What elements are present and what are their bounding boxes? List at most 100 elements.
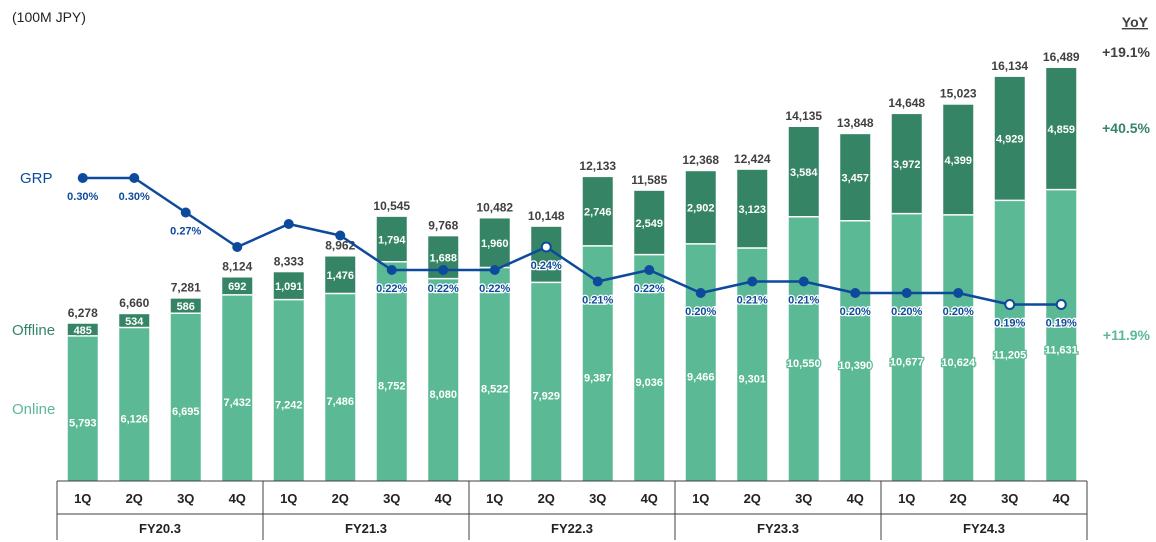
grp-point	[77, 173, 88, 183]
fiscal-year-label: FY23.3	[757, 521, 799, 536]
online-bar	[273, 299, 304, 481]
grp-point	[180, 207, 191, 218]
quarter-tick-label: 1Q	[898, 491, 915, 506]
fiscal-year-label: FY21.3	[345, 521, 387, 536]
grp-point	[592, 276, 603, 287]
online-value-label: 9,466	[687, 371, 715, 383]
offline-bar	[737, 169, 768, 249]
online-bar	[685, 243, 716, 481]
online-value-label: 8,522	[481, 383, 509, 395]
online-value-label: 9,387	[584, 372, 612, 384]
offline-bar	[119, 314, 150, 328]
grp-value-label: 0.21%	[737, 295, 768, 307]
total-value-label: 13,848	[837, 116, 874, 130]
offline-bar	[582, 177, 613, 246]
grp-value-label: 0.30%	[67, 191, 98, 203]
quarter-tick-label: 3Q	[177, 491, 194, 506]
online-value-label: 7,486	[326, 396, 354, 408]
grp-value-label: 0.21%	[788, 295, 819, 307]
segment-labels: 5,793 485 6,126 534 6,695 586 7,432 692 7,242 1,0…	[68, 123, 1079, 431]
total-value-label: 10,148	[528, 209, 565, 223]
offline-value-label: 1,091	[275, 281, 303, 293]
offline-value-label: 4,399	[944, 155, 972, 167]
total-value-label: 10,545	[373, 199, 410, 213]
online-bar	[737, 248, 768, 481]
total-value-label: 6,278	[68, 306, 98, 320]
quarter-tick-label: 3Q	[383, 491, 400, 506]
total-value-label: 12,424	[734, 152, 771, 166]
grp-point	[386, 265, 397, 275]
grp-value-label: 0.20%	[891, 306, 922, 318]
offline-bar	[376, 216, 407, 262]
online-bar	[1046, 189, 1077, 481]
total-value-label: 8,333	[274, 254, 304, 268]
offline-value-label: 1,960	[481, 238, 509, 250]
fiscal-year-label: FY24.3	[963, 521, 1005, 536]
quarter-tick-label: 3Q	[589, 491, 606, 506]
online-value-label: 10,390	[838, 360, 872, 372]
offline-value-label: 4,929	[996, 134, 1024, 146]
fiscal-year-label: FY20.3	[139, 521, 181, 536]
offline-value-label: 534	[125, 316, 144, 328]
online-bars	[67, 189, 1077, 481]
grp-point	[1055, 299, 1067, 310]
offline-value-label: 1,476	[326, 270, 354, 282]
offline-value-label: 2,746	[584, 206, 612, 218]
total-value-label: 12,133	[579, 159, 616, 173]
online-bar	[479, 267, 510, 481]
grp-point	[489, 265, 500, 275]
online-value-label: 6,695	[172, 406, 200, 418]
grp-point	[747, 276, 758, 287]
offline-bar	[273, 272, 304, 300]
grp-value-label: 0.22%	[479, 283, 510, 295]
offline-value-label: 485	[74, 325, 92, 337]
online-bar	[531, 282, 562, 481]
grp-point	[335, 230, 346, 241]
fiscal-year-label: FY22.3	[551, 521, 593, 536]
grp-value-label: 0.20%	[943, 306, 974, 318]
offline-bar	[325, 256, 356, 294]
legend-grp: GRP	[20, 170, 53, 187]
online-value-label: 9,301	[738, 374, 766, 386]
grp-point	[953, 288, 964, 298]
offline-bar	[685, 171, 716, 244]
quarter-tick-label: 1Q	[486, 491, 503, 506]
offline-bars	[67, 67, 1077, 337]
online-bar	[325, 293, 356, 481]
yoy-total: +19.1%	[1102, 44, 1150, 60]
total-value-label: 6,660	[119, 296, 149, 310]
online-bar	[428, 278, 459, 481]
online-value-label: 5,793	[69, 417, 97, 429]
legend-offline: Offline	[12, 322, 55, 339]
offline-value-label: 3,584	[790, 167, 818, 179]
yoy-online: +11.9%	[1103, 327, 1151, 343]
total-value-label: 7,281	[171, 281, 201, 295]
grp-line	[82, 176, 1062, 306]
unit-label: (100M JPY)	[12, 9, 86, 25]
grp-value-label: 0.19%	[1046, 318, 1077, 330]
online-value-label: 6,126	[120, 413, 148, 425]
total-labels: 6,278 6,660 7,281 8,124 8,333 8,962 10,545 9,76…	[68, 50, 1080, 320]
quarter-tick-label: 4Q	[847, 491, 864, 506]
yoy-title: YoY	[1122, 14, 1149, 30]
total-value-label: 12,368	[682, 153, 719, 167]
offline-bar	[170, 298, 201, 314]
online-bar	[994, 200, 1025, 481]
online-bar	[67, 335, 98, 481]
online-bar	[840, 220, 871, 481]
grp-point	[283, 219, 294, 229]
offline-value-label: 1,794	[378, 234, 406, 246]
grp-value-label: 0.20%	[685, 306, 716, 318]
grp-point	[438, 265, 449, 275]
grp-point	[695, 288, 706, 298]
total-value-label: 14,135	[785, 109, 822, 123]
online-value-label: 7,929	[532, 391, 560, 403]
online-bar	[119, 327, 150, 481]
total-value-label: 14,648	[888, 96, 925, 110]
quarter-tick-label: 4Q	[1053, 491, 1070, 506]
quarter-tick-label: 3Q	[795, 491, 812, 506]
total-value-label: 16,134	[991, 59, 1028, 73]
quarter-tick-label: 2Q	[744, 491, 761, 506]
grp-point	[798, 276, 809, 287]
offline-value-label: 3,123	[738, 204, 766, 216]
